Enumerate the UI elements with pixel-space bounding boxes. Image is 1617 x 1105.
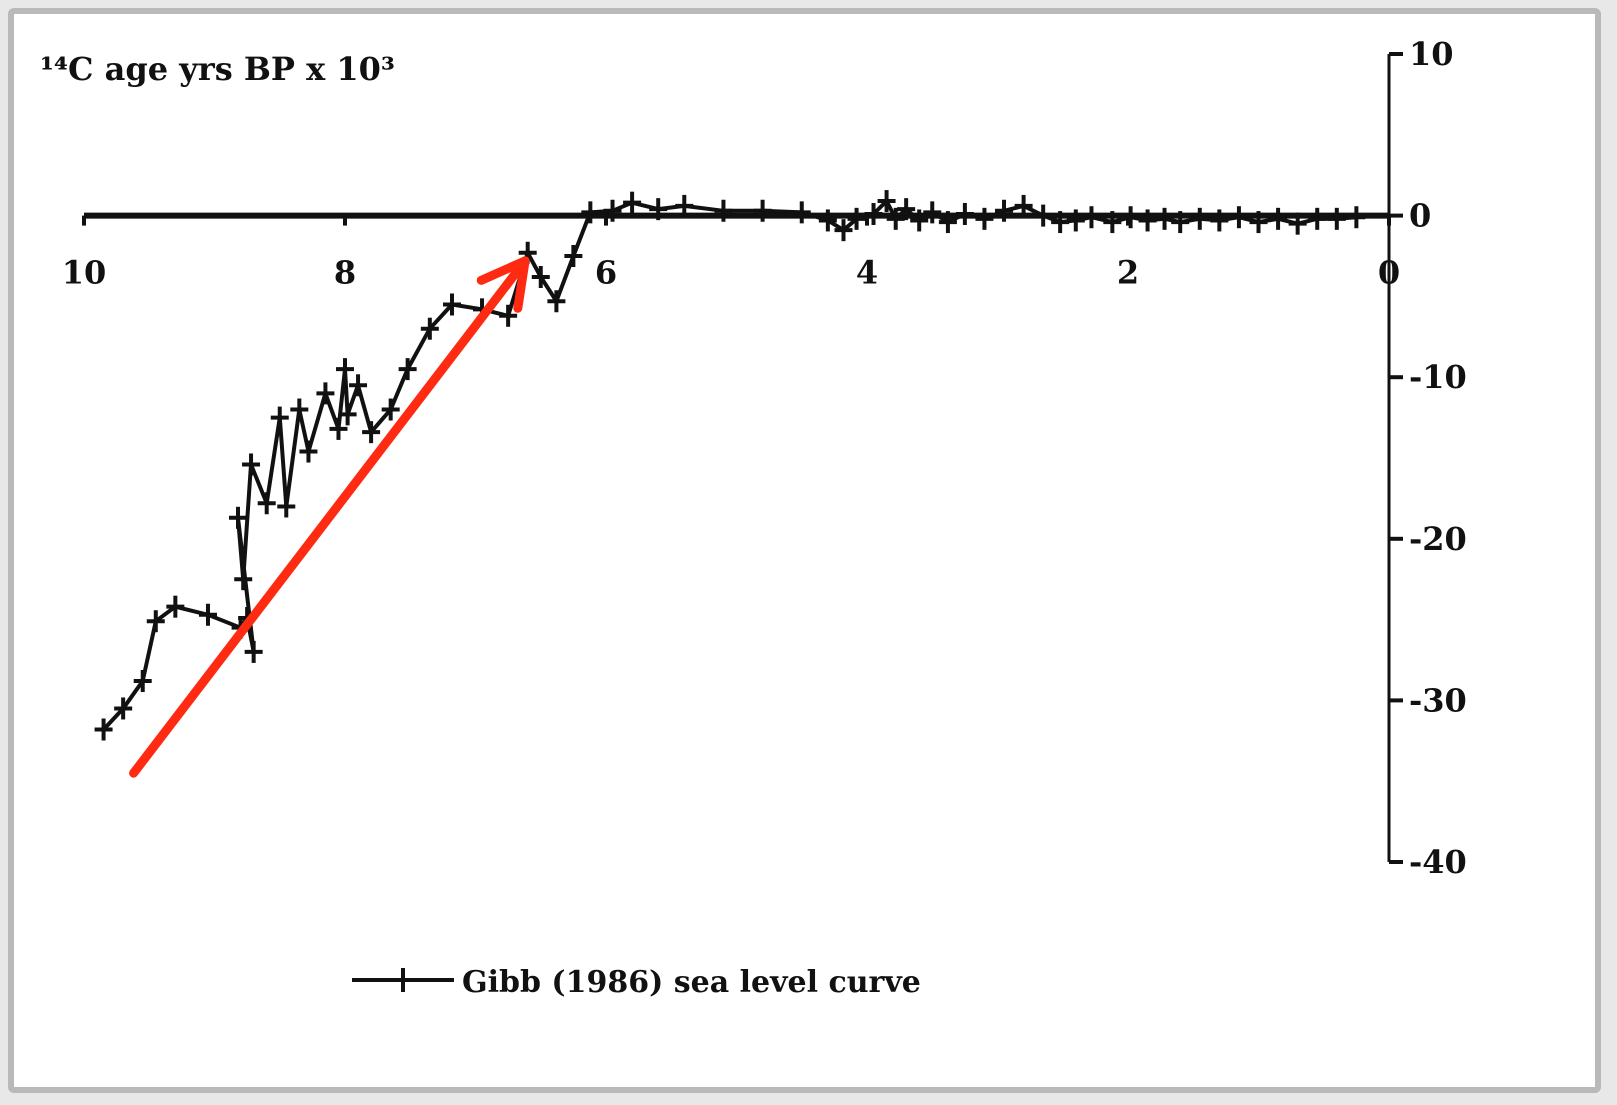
data-point xyxy=(531,266,550,289)
data-point xyxy=(1051,211,1070,234)
data-point xyxy=(146,610,165,633)
data-point xyxy=(995,199,1014,222)
y-tick-label: 0 xyxy=(1409,197,1431,235)
chart-title: ¹⁴C age yrs BP x 10³ xyxy=(40,50,395,88)
x-tick-label: 6 xyxy=(595,254,617,292)
annotation-arrow-head xyxy=(476,256,530,313)
data-point xyxy=(299,440,318,463)
data-point xyxy=(1347,206,1366,229)
data-point xyxy=(329,417,348,440)
data-point xyxy=(336,358,354,381)
data-point xyxy=(897,198,916,221)
legend-mask xyxy=(979,949,1399,1019)
data-point xyxy=(270,406,289,429)
chart-frame: ¹⁴C age yrs BP x 10³ 10 8 6 4 2 0 10 0 -10 -20 -30… xyxy=(8,8,1601,1093)
data-point xyxy=(877,190,896,213)
data-point xyxy=(1171,211,1190,234)
data-point xyxy=(443,293,462,316)
data-point xyxy=(753,199,772,222)
data-point xyxy=(1103,211,1122,234)
data-point xyxy=(886,207,905,230)
series-layer xyxy=(94,190,1366,741)
data-point xyxy=(1288,212,1307,235)
data-point xyxy=(834,219,853,242)
data-point xyxy=(228,506,247,529)
data-point xyxy=(564,245,583,267)
chart: ¹⁴C age yrs BP x 10³ 10 8 6 4 2 0100-10-20-30… xyxy=(40,35,1467,1019)
data-point xyxy=(649,198,668,221)
data-point xyxy=(234,568,253,591)
data-point xyxy=(603,199,622,222)
data-point xyxy=(114,697,133,720)
data-point xyxy=(362,421,381,444)
x-tick-label: 4 xyxy=(856,254,878,292)
data-point xyxy=(420,317,439,340)
y-tick-label: -40 xyxy=(1409,843,1467,881)
data-point xyxy=(864,202,883,225)
data-point xyxy=(499,304,518,327)
data-point xyxy=(1155,207,1174,230)
data-point xyxy=(244,640,263,663)
data-point xyxy=(242,453,261,476)
x-tick-label: 10 xyxy=(62,254,107,292)
data-point xyxy=(938,211,957,234)
data-point xyxy=(923,201,942,224)
data-point xyxy=(1308,207,1327,230)
legend-label: Gibb (1986) sea level curve xyxy=(462,965,921,1000)
y-tick-label: -10 xyxy=(1409,358,1467,396)
legend: Gibb (1986) sea level curve xyxy=(352,965,921,1000)
data-point xyxy=(94,718,113,741)
data-point xyxy=(847,207,866,230)
data-point xyxy=(547,290,566,313)
y-tick-label: -20 xyxy=(1409,520,1467,558)
data-point xyxy=(910,209,929,232)
data-point xyxy=(1014,194,1033,217)
x-tick-label: 8 xyxy=(334,254,356,292)
data-point xyxy=(1138,209,1157,232)
series-line xyxy=(102,199,1357,731)
data-point xyxy=(623,191,642,214)
data-point xyxy=(1066,209,1085,232)
data-point xyxy=(955,202,974,225)
data-point xyxy=(1121,206,1140,229)
data-point xyxy=(1082,206,1101,229)
data-point xyxy=(257,492,276,515)
data-point xyxy=(316,382,335,405)
data-point xyxy=(1034,204,1053,227)
data-point xyxy=(675,194,694,217)
data-point xyxy=(1269,207,1288,230)
data-point xyxy=(1210,209,1229,232)
data-point xyxy=(1229,206,1248,229)
data-point xyxy=(1327,207,1346,230)
data-point xyxy=(198,603,217,626)
data-point xyxy=(975,207,994,230)
y-tick-label: -30 xyxy=(1409,681,1467,719)
annotation-layer xyxy=(129,256,530,778)
data-point xyxy=(338,403,357,426)
data-point xyxy=(1190,207,1209,230)
data-point xyxy=(277,495,296,518)
data-point xyxy=(792,201,811,224)
data-point xyxy=(581,201,600,224)
data-point xyxy=(398,358,417,381)
y-tick-label: 10 xyxy=(1409,35,1454,73)
data-point xyxy=(290,398,309,421)
annotation-arrow-shaft xyxy=(129,256,530,778)
x-tick-label: 0 xyxy=(1378,254,1400,292)
data-point xyxy=(381,398,400,421)
data-point xyxy=(133,670,152,693)
data-point xyxy=(1249,211,1268,234)
data-point xyxy=(714,199,733,222)
data-point xyxy=(818,209,837,232)
data-point xyxy=(349,374,368,397)
x-tick-label: 2 xyxy=(1117,254,1139,292)
data-point xyxy=(166,595,185,618)
